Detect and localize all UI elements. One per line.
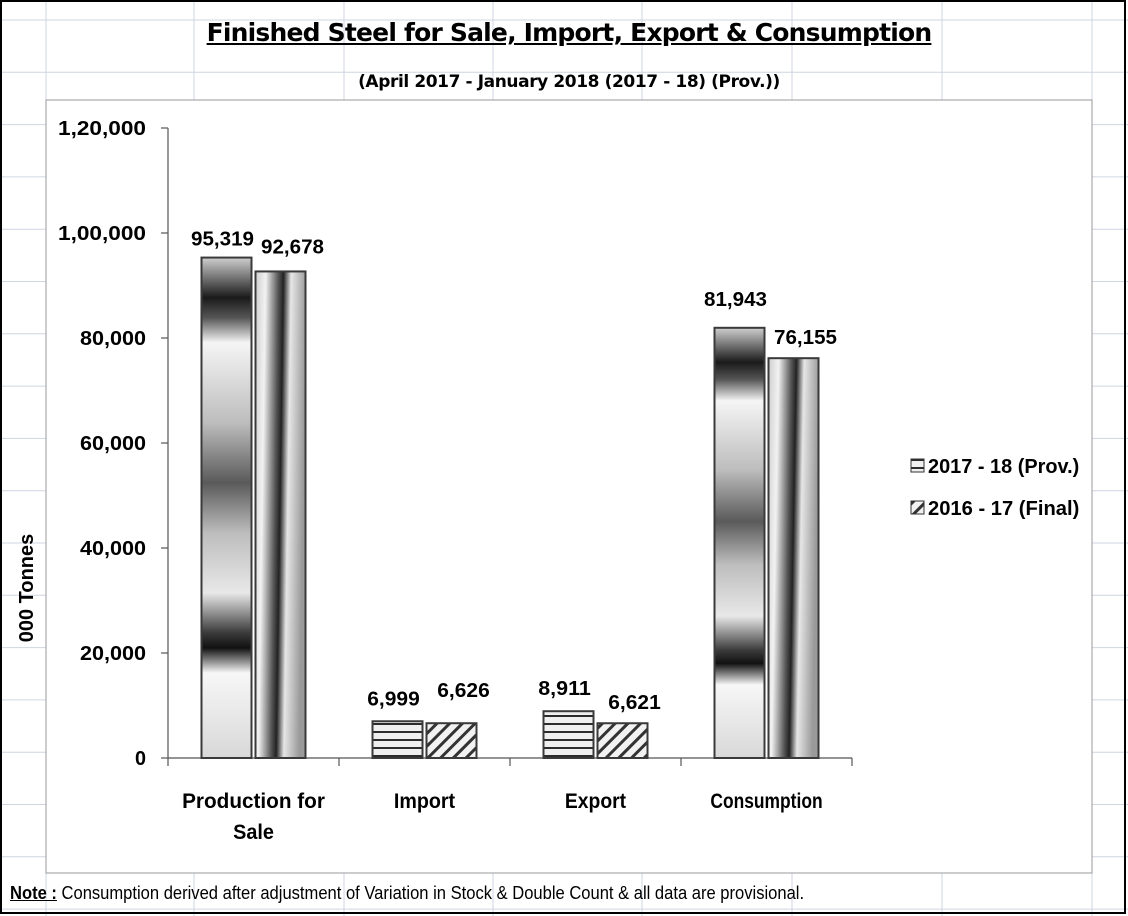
bar [371,720,424,759]
bar-value-label: 8,911 [538,678,591,700]
bar-value-label: 92,678 [261,236,324,258]
y-tick-label: 20,000 [80,643,146,665]
category-label: Export [565,790,626,813]
y-tick-label: 60,000 [80,433,146,455]
bar [542,710,595,759]
y-tick-label: 40,000 [80,538,146,560]
bar-value-label: 6,999 [367,688,420,710]
y-tick-label: 0 [135,748,146,770]
bar-value-label: 95,319 [191,229,254,251]
legend-swatch [910,500,925,515]
note-label: Note : [10,883,57,903]
category-label: Import [394,790,455,813]
plot-area: 0 20,000 40,000 60,000 80,000 1,00,000 1,20,00… [16,118,1079,844]
category-label: Sale [233,821,274,844]
y-axis-title: 000 Tonnes [16,534,38,643]
bar-value-label: 81,943 [704,289,767,311]
category-label: Consumption [710,790,822,813]
bar-value-label: 6,626 [437,680,490,702]
y-tick-label: 1,00,000 [58,223,146,245]
bar-value-label: 76,155 [774,327,837,349]
chart-subtitle: (April 2017 - January 2018 (2017 - 18) (… [358,72,780,92]
chart-title: Finished Steel for Sale, Import, Export … [206,18,933,47]
bar [596,722,649,759]
bar [200,256,253,759]
legend-label: 2016 - 17 (Final) [928,498,1079,520]
category-label: Production for [182,790,325,813]
bar [425,722,478,759]
bar [713,326,766,759]
bar [767,357,820,759]
bar-value-label: 6,621 [608,692,661,714]
footnote: Note : Consumption derived after adjustm… [10,883,1013,904]
y-tick-label: 1,20,000 [58,118,146,140]
legend-label: 2017 - 18 (Prov.) [928,456,1079,478]
note-text: Consumption derived after adjustment of … [56,883,805,903]
y-tick-label: 80,000 [80,328,146,350]
bar [254,270,307,759]
legend-swatch [910,458,925,473]
